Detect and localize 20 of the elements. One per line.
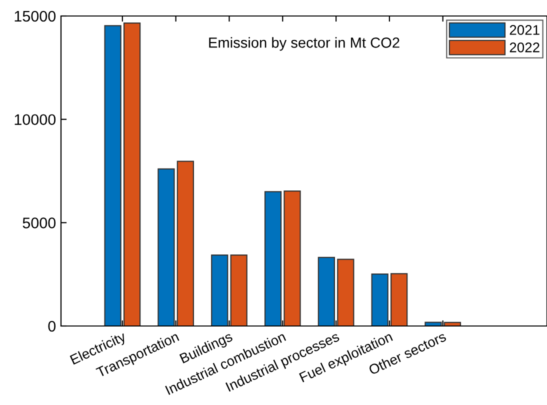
y-tick-label: 5000 bbox=[22, 218, 56, 228]
bar bbox=[104, 25, 122, 326]
bar bbox=[211, 254, 228, 326]
y-tick-label: 0 bbox=[48, 320, 56, 332]
bar bbox=[176, 160, 194, 326]
bar bbox=[337, 258, 354, 326]
bar bbox=[284, 190, 301, 326]
legend-label: 2022 bbox=[510, 42, 540, 52]
bar bbox=[318, 256, 335, 326]
bar bbox=[424, 322, 442, 326]
bar bbox=[371, 273, 388, 326]
legend-label: 2021 bbox=[510, 25, 540, 35]
y-tick-label: 15000 bbox=[14, 10, 56, 22]
bar bbox=[390, 273, 408, 326]
y-tick-label: 10000 bbox=[14, 114, 56, 126]
bar bbox=[123, 22, 141, 326]
bar bbox=[230, 254, 248, 326]
bar bbox=[158, 168, 175, 326]
text: Emission by sector in Mt CO2 bbox=[209, 37, 400, 51]
bar bbox=[264, 191, 282, 326]
